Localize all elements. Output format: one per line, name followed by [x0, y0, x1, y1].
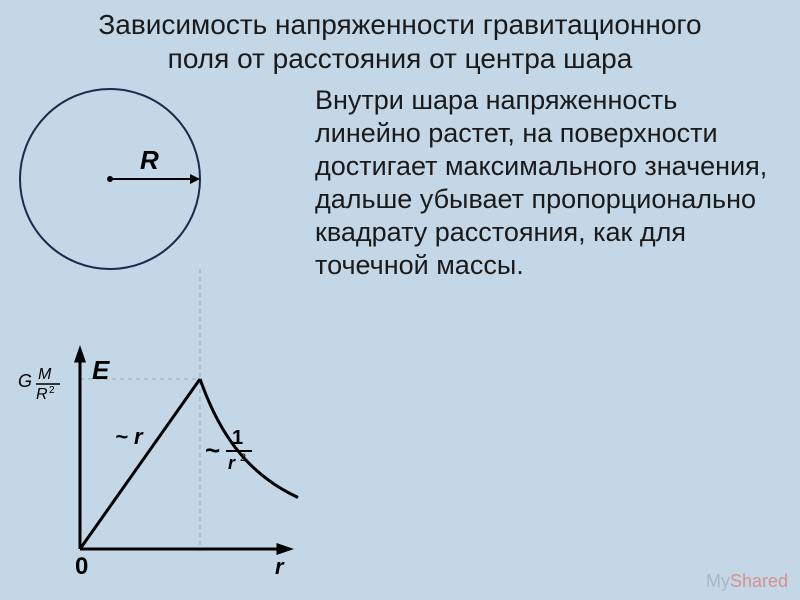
- diagram-panel: REr0~ r~1r2GMR2: [0, 79, 310, 599]
- svg-text:1: 1: [232, 427, 243, 449]
- watermark: MyShared: [706, 571, 788, 592]
- watermark-pre: My: [706, 571, 730, 591]
- svg-text:R: R: [140, 145, 159, 175]
- svg-text:G: G: [18, 371, 32, 391]
- description-text: Внутри шара напряженность линейно растет…: [315, 84, 785, 282]
- content: REr0~ r~1r2GMR2 Внутри шара напряженност…: [0, 79, 800, 599]
- svg-text:2: 2: [240, 452, 246, 464]
- text-panel: Внутри шара напряженность линейно растет…: [310, 79, 800, 599]
- title-line-1: Зависимость напряженности гравитационног…: [98, 9, 701, 40]
- svg-text:r: r: [275, 554, 285, 579]
- svg-text:~ r: ~ r: [115, 424, 144, 449]
- svg-text:0: 0: [75, 553, 88, 580]
- svg-text:M: M: [38, 366, 52, 383]
- watermark-red: Shared: [730, 571, 788, 591]
- svg-text:r: r: [228, 453, 236, 473]
- svg-text:~: ~: [205, 435, 220, 465]
- title-line-2: поля от расстояния от центра шара: [168, 43, 633, 74]
- page-title: Зависимость напряженности гравитационног…: [0, 0, 800, 79]
- physics-diagram: REr0~ r~1r2GMR2: [0, 79, 310, 589]
- svg-text:2: 2: [49, 385, 55, 396]
- svg-text:E: E: [92, 355, 110, 385]
- svg-text:R: R: [36, 386, 48, 403]
